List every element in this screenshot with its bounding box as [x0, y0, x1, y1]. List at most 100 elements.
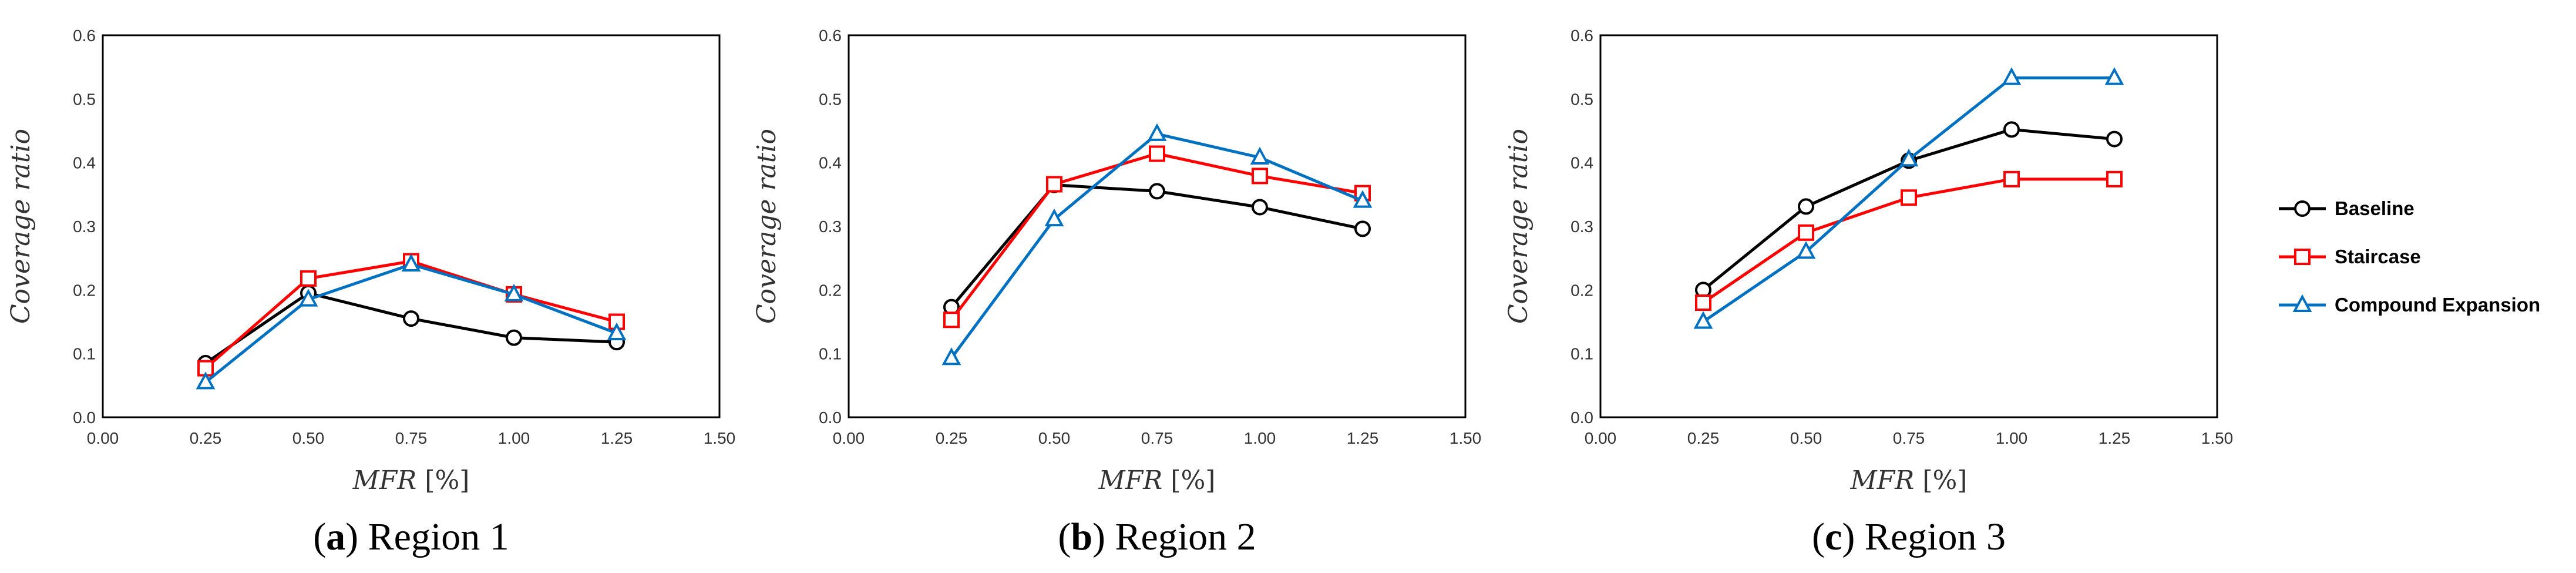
panel-caption: (b) Region 2: [1058, 515, 1256, 558]
x-tick-label: 0.00: [87, 429, 119, 447]
legend-marker-square: [2294, 249, 2311, 265]
y-tick-label: 0.4: [1571, 154, 1593, 172]
y-tick-label: 0.2: [73, 281, 96, 299]
y-tick-label: 0.5: [1571, 90, 1593, 108]
y-tick-label: 0.0: [819, 408, 842, 427]
y-axis-title: Coverage ratio: [752, 129, 782, 324]
plot-area-frame: [1599, 34, 2218, 418]
legend-label: Compound Expansion: [2335, 294, 2540, 316]
x-tick-label: 1.00: [1996, 429, 2028, 447]
y-tick-label: 0.3: [73, 217, 96, 236]
y-axis-title: Coverage ratio: [1504, 129, 1534, 324]
y-tick-label: 0.3: [1571, 217, 1593, 236]
x-tick-label: 1.25: [2099, 429, 2131, 447]
x-tick-label: 1.50: [2201, 429, 2234, 447]
x-tick-label: 0.00: [833, 429, 865, 447]
x-tick-label: 0.50: [1790, 429, 1822, 447]
data-point-marker: [1147, 123, 1167, 141]
y-tick-label: 0.0: [73, 408, 96, 427]
data-point-marker: [941, 347, 961, 366]
y-tick-label: 0.1: [73, 345, 96, 363]
x-tick-label: 0.50: [292, 429, 325, 447]
y-tick-label: 0.4: [819, 154, 842, 172]
y-tick-label: 0.1: [819, 345, 842, 363]
caption-letter: c: [1825, 515, 1842, 558]
caption-letter: b: [1071, 515, 1092, 558]
plot-area-frame: [848, 34, 1467, 418]
x-tick-label: 1.00: [1244, 429, 1276, 447]
series-staircase: [943, 145, 1371, 329]
legend-label: Baseline: [2335, 197, 2414, 219]
data-point-marker: [1252, 199, 1268, 216]
x-tick-label: 1.25: [1347, 429, 1379, 447]
series-baseline: [197, 284, 625, 371]
data-point-marker: [1798, 224, 1814, 241]
y-axis-title: Coverage ratio: [6, 129, 36, 324]
data-point-marker: [300, 270, 317, 287]
x-axis-variable: MFR: [1098, 465, 1163, 495]
series-compound-expansion: [196, 253, 627, 390]
data-point-marker: [1796, 241, 1816, 259]
charts-container: 0.0 0.1 0.2 0.3 0.4 0.5 0.6 0.00 0.25 0.50 0.75 1.0…: [6, 26, 2233, 558]
data-point-marker: [1252, 167, 1268, 185]
y-tick-label: 0.6: [73, 26, 96, 45]
x-tick-label: 1.25: [601, 429, 633, 447]
panel-caption: (c) Region 3: [1812, 515, 2006, 558]
caption-text: Region 2: [1115, 515, 1256, 558]
x-tick-label: 0.75: [1141, 429, 1173, 447]
data-point-marker: [1798, 198, 1814, 215]
data-point-marker: [1046, 176, 1062, 193]
data-point-marker: [298, 289, 318, 307]
data-point-marker: [506, 329, 522, 346]
x-tick-label: 0.00: [1585, 429, 1617, 447]
x-tick-label: 0.25: [936, 429, 968, 447]
x-axis-unit: [%]: [1922, 465, 1967, 495]
data-point-marker: [2002, 67, 2022, 85]
data-point-marker: [1693, 311, 1713, 329]
legend-entry-baseline: Baseline: [2279, 197, 2414, 219]
series-line: [204, 291, 617, 364]
data-point-marker: [1250, 146, 1270, 165]
panel-caption: (a) Region 1: [313, 515, 509, 558]
plot-area-frame: [102, 34, 721, 418]
data-point-marker: [1354, 220, 1371, 237]
legend-label: Staircase: [2335, 246, 2421, 267]
legend-marker-circle: [2294, 200, 2311, 217]
legend-entry-compound-expansion: Compound Expansion: [2279, 294, 2540, 316]
x-tick-label: 0.50: [1038, 429, 1071, 447]
y-tick-label: 0.5: [819, 90, 842, 108]
data-point-marker: [1899, 149, 1919, 167]
data-point-marker: [1149, 183, 1165, 200]
data-point-marker: [1695, 294, 1711, 311]
data-point-marker: [401, 253, 421, 272]
chart-panel-1: 0.0 0.1 0.2 0.3 0.4 0.5 0.6 0.00 0.25 0.50 0.75 1.0…: [6, 26, 735, 558]
x-tick-label: 0.75: [395, 429, 428, 447]
x-axis-unit: [%]: [1171, 465, 1215, 495]
x-axis-title: MFR [%]: [1850, 465, 1968, 495]
x-axis-title: MFR [%]: [1098, 465, 1216, 495]
series-baseline: [1695, 121, 2123, 299]
data-point-marker: [2104, 67, 2124, 85]
data-point-marker: [2003, 170, 2020, 187]
data-point-marker: [607, 322, 627, 340]
x-axis-variable: MFR: [352, 465, 417, 495]
chart-panel-3: 0.0 0.1 0.2 0.3 0.4 0.5 0.6 0.00 0.25 0.50 0.75 1.0…: [1504, 26, 2233, 558]
caption-text: Region 3: [1865, 515, 2006, 558]
x-tick-label: 0.75: [1893, 429, 1925, 447]
x-tick-label: 0.25: [1687, 429, 1720, 447]
data-point-marker: [1353, 190, 1373, 208]
legend-marker-triangle: [2292, 294, 2312, 312]
data-point-marker: [2106, 130, 2123, 148]
y-tick-label: 0.3: [819, 217, 842, 236]
y-tick-label: 0.6: [1571, 26, 1593, 45]
data-point-marker: [1044, 208, 1064, 227]
data-point-marker: [2003, 121, 2020, 138]
y-tick-label: 0.6: [819, 26, 842, 45]
y-tick-label: 0.5: [73, 90, 96, 108]
y-tick-label: 0.1: [1571, 345, 1593, 363]
y-tick-label: 0.2: [1571, 281, 1593, 299]
series-compound-expansion: [941, 123, 1373, 366]
x-tick-label: 0.25: [190, 429, 222, 447]
x-axis-unit: [%]: [425, 465, 469, 495]
